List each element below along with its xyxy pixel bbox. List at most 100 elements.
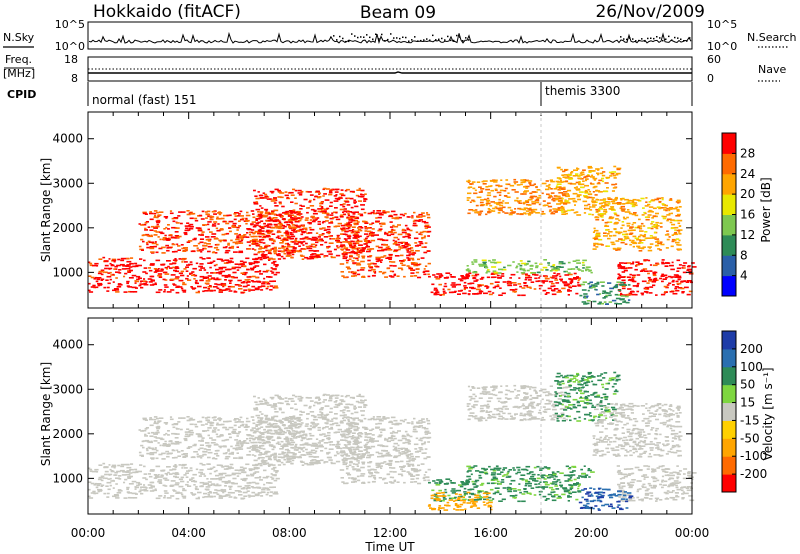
echo-cell <box>565 200 570 202</box>
echo-cell <box>639 247 643 249</box>
echo-cell <box>310 254 314 256</box>
echo-cell <box>410 272 415 274</box>
echo-cell <box>228 230 232 233</box>
echo-cell <box>368 234 374 237</box>
echo-cell <box>179 222 183 225</box>
echo-cell <box>112 273 115 276</box>
echo-cell <box>261 461 267 464</box>
echo-cell <box>678 229 683 231</box>
echo-cell <box>174 473 178 476</box>
echo-cell <box>163 228 166 230</box>
echo-cell <box>603 210 608 213</box>
echo-cell <box>269 495 273 497</box>
echo-cell <box>670 212 673 215</box>
echo-cell <box>467 293 471 295</box>
echo-cell <box>472 209 476 212</box>
echo-cell <box>167 471 170 474</box>
echo-cell <box>326 413 330 416</box>
echo-cell <box>487 192 491 194</box>
echo-cell <box>163 216 169 218</box>
echo-cell <box>155 259 161 262</box>
echo-cell <box>139 489 144 491</box>
echo-cell <box>318 399 321 401</box>
echo-cell <box>294 202 298 205</box>
echo-cell <box>493 195 497 198</box>
echo-cell <box>558 261 564 263</box>
echo-cell <box>194 219 199 222</box>
echo-cell <box>128 269 133 272</box>
echo-cell <box>329 201 333 204</box>
echo-cell <box>172 262 177 264</box>
echo-cell <box>253 261 259 264</box>
echo-cell <box>162 278 166 281</box>
echo-cell <box>226 232 230 235</box>
echo-cell <box>291 447 297 449</box>
echo-cell <box>261 433 265 436</box>
echo-cell <box>204 453 207 456</box>
echo-cell <box>620 276 625 278</box>
echo-cell <box>498 268 503 271</box>
echo-cell <box>633 212 637 214</box>
echo-cell <box>299 238 304 240</box>
echo-cell <box>601 219 604 221</box>
echo-cell <box>355 240 359 243</box>
echo-cell <box>486 287 489 289</box>
echo-cell <box>252 472 257 474</box>
echo-cell <box>216 249 220 251</box>
echo-cell <box>161 458 166 460</box>
echo-cell <box>391 261 396 263</box>
echo-cell <box>142 234 147 236</box>
echo-cell <box>238 288 243 290</box>
echo-cell <box>251 427 256 429</box>
echo-cell <box>246 241 251 243</box>
echo-cell <box>329 214 334 216</box>
echo-cell <box>591 206 596 208</box>
echo-cell <box>297 447 302 450</box>
echo-cell <box>153 436 157 438</box>
echo-cell <box>167 434 170 436</box>
echo-cell <box>143 278 146 280</box>
echo-cell <box>114 471 118 474</box>
echo-cell <box>576 168 580 170</box>
echo-cell <box>393 249 399 251</box>
echo-cell <box>204 211 208 213</box>
echo-cell <box>351 275 356 277</box>
echo-cell <box>182 497 187 499</box>
echo-cell <box>679 225 682 227</box>
echo-cell <box>324 241 328 244</box>
echo-cell <box>363 198 367 200</box>
echo-cell <box>207 275 212 277</box>
echo-cell <box>411 216 414 219</box>
echo-cell <box>200 218 205 220</box>
echo-cell <box>393 236 398 239</box>
echo-cell <box>337 442 339 444</box>
echo-cell <box>226 249 231 252</box>
echo-cell <box>173 475 177 478</box>
echo-cell <box>594 283 600 285</box>
echo-cell <box>323 442 328 444</box>
echo-cell <box>184 233 188 236</box>
echo-cell <box>328 448 334 450</box>
echo-cell <box>633 202 638 204</box>
echo-cell <box>328 459 333 461</box>
echo-cell <box>277 459 281 461</box>
echo-cell <box>494 188 498 191</box>
echo-cell <box>129 291 135 293</box>
echo-cell <box>322 220 326 223</box>
echo-cell <box>281 227 285 229</box>
echo-cell <box>501 202 504 204</box>
echo-cell <box>278 443 282 445</box>
echo-cell <box>594 185 598 188</box>
echo-cell <box>355 234 359 236</box>
echo-cell <box>673 207 678 210</box>
echo-cell <box>268 441 271 444</box>
echo-cell <box>356 250 360 252</box>
echo-cell <box>247 484 251 487</box>
echo-cell <box>477 212 482 214</box>
echo-cell <box>508 282 511 284</box>
echo-cell <box>610 173 615 175</box>
echo-cell <box>358 187 361 190</box>
echo-cell <box>227 450 230 452</box>
echo-cell <box>606 233 610 235</box>
echo-cell <box>575 189 581 191</box>
